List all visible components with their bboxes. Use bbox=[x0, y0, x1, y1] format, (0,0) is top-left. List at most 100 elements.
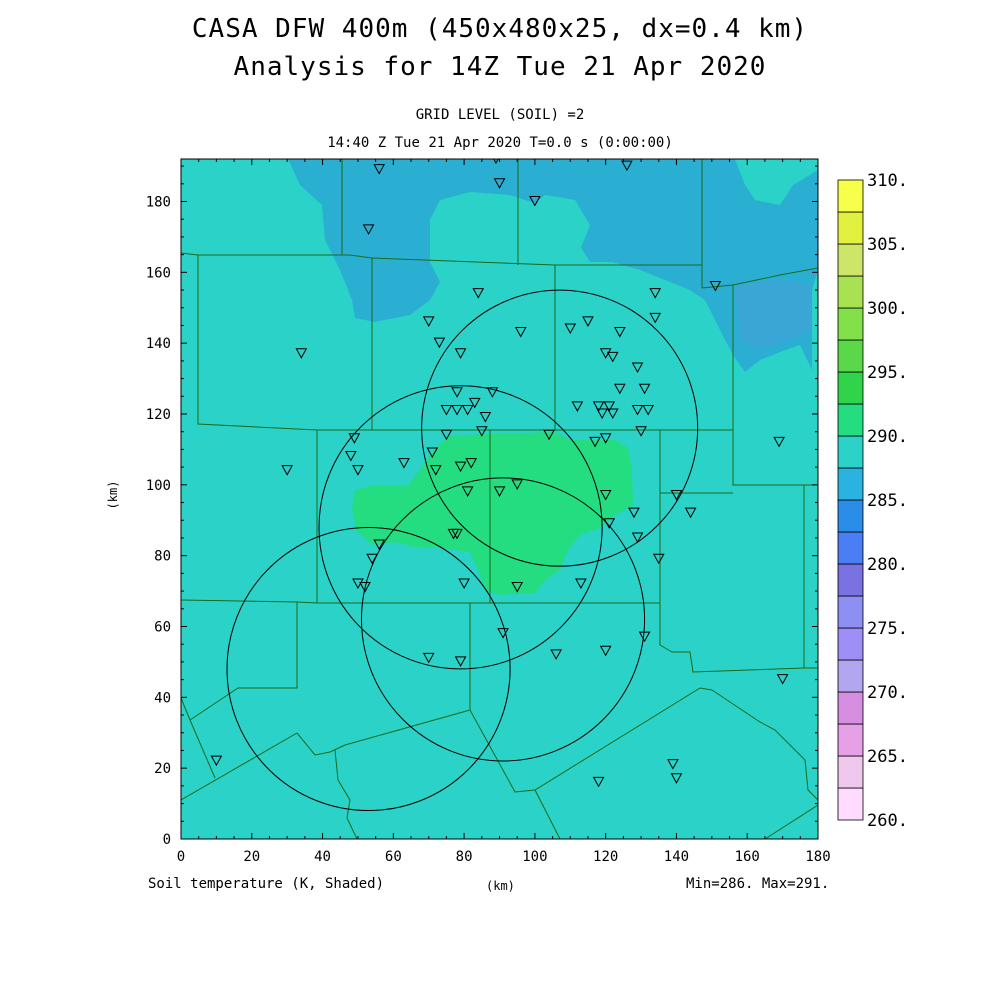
station-marker bbox=[440, 404, 453, 416]
station-marker bbox=[281, 465, 294, 476]
station-marker bbox=[373, 539, 386, 551]
station-marker bbox=[511, 582, 524, 593]
y-tick-label: 100 bbox=[146, 478, 171, 494]
station-marker bbox=[422, 316, 435, 327]
colorbar-label: 265. bbox=[867, 747, 908, 767]
radar-ring bbox=[360, 477, 646, 762]
colorbar-swatch bbox=[837, 563, 864, 597]
radar-range-rings bbox=[226, 289, 699, 812]
station-marker bbox=[348, 433, 361, 444]
colorbar-label: 285. bbox=[867, 491, 908, 511]
station-marker bbox=[613, 327, 626, 338]
grid-level-label: GRID LEVEL (SOIL) =2 bbox=[415, 107, 585, 123]
field-gap-region bbox=[735, 159, 818, 205]
colorbar-swatch bbox=[837, 339, 864, 373]
colorbar-swatch bbox=[837, 211, 864, 245]
x-tick-label: 140 bbox=[664, 849, 689, 865]
station-marker bbox=[589, 436, 601, 448]
station-marker bbox=[642, 404, 654, 416]
x-axis: 0 20 40 60 80 100 120 140 160 180 bbox=[177, 159, 831, 865]
station-marker bbox=[635, 426, 647, 437]
station-marker bbox=[472, 288, 485, 299]
station-marker bbox=[366, 553, 378, 565]
station-marker bbox=[649, 288, 662, 299]
x-axis-label: (km) bbox=[486, 879, 515, 893]
station-marker bbox=[362, 224, 375, 235]
radar-ring bbox=[226, 526, 511, 812]
colorbar-swatch bbox=[837, 659, 864, 693]
station-marker bbox=[440, 429, 453, 441]
colorbar-swatch bbox=[837, 499, 864, 533]
x-tick-label: 120 bbox=[593, 849, 618, 865]
colorbar-swatch bbox=[837, 691, 864, 725]
station-marker bbox=[461, 404, 474, 416]
station-marker bbox=[514, 327, 527, 338]
station-markers bbox=[210, 159, 789, 788]
station-marker bbox=[398, 458, 410, 469]
county-boundaries bbox=[181, 159, 818, 839]
min-max-label: Min=286. Max=291. bbox=[686, 876, 830, 892]
station-marker bbox=[575, 578, 587, 590]
station-marker bbox=[465, 458, 478, 469]
station-marker bbox=[429, 465, 442, 476]
colorbar-swatch bbox=[837, 307, 864, 341]
station-marker bbox=[667, 759, 679, 770]
chart-title-line1: CASA DFW 400m (450x480x25, dx=0.4 km) bbox=[191, 14, 809, 44]
station-marker bbox=[451, 404, 463, 416]
colorbar-label: 260. bbox=[867, 811, 908, 831]
colorbar-swatch bbox=[837, 243, 864, 277]
station-marker bbox=[352, 465, 364, 476]
radar-ring bbox=[421, 289, 699, 567]
y-tick-label: 80 bbox=[154, 549, 171, 565]
colorbar-swatch bbox=[837, 275, 864, 309]
station-marker bbox=[422, 652, 435, 664]
station-marker bbox=[592, 776, 605, 788]
station-marker bbox=[670, 489, 683, 501]
colorbar-swatch bbox=[837, 723, 864, 757]
station-marker bbox=[599, 433, 612, 444]
field-gap-region bbox=[520, 195, 590, 260]
variable-label: Soil temperature (K, Shaded) bbox=[148, 876, 385, 892]
x-tick-label: 40 bbox=[314, 849, 331, 865]
colorbar-swatch bbox=[837, 755, 864, 789]
station-marker bbox=[599, 489, 612, 501]
station-marker bbox=[486, 387, 499, 398]
station-marker bbox=[606, 408, 619, 420]
chart-title-line2: Analysis for 14Z Tue 21 Apr 2020 bbox=[233, 52, 767, 82]
colorbar-swatch bbox=[837, 179, 864, 213]
station-marker bbox=[582, 316, 594, 327]
station-marker bbox=[599, 645, 612, 657]
station-marker bbox=[475, 426, 488, 437]
y-tick-label: 0 bbox=[163, 832, 171, 848]
y-tick-label: 140 bbox=[146, 336, 171, 352]
colorbar-label: 290. bbox=[867, 427, 908, 447]
station-marker bbox=[613, 383, 626, 395]
y-tick-label: 60 bbox=[154, 620, 171, 636]
station-marker bbox=[631, 404, 644, 416]
station-marker bbox=[621, 160, 633, 172]
station-marker bbox=[596, 408, 608, 420]
colorbar-swatch bbox=[837, 403, 864, 437]
station-marker bbox=[603, 401, 616, 412]
x-tick-label: 100 bbox=[522, 849, 547, 865]
colorbar-label: 270. bbox=[867, 683, 908, 703]
station-marker bbox=[454, 656, 467, 667]
station-marker bbox=[773, 436, 785, 448]
x-tick-label: 80 bbox=[456, 849, 473, 865]
station-marker bbox=[529, 196, 541, 207]
station-marker bbox=[543, 429, 555, 441]
station-marker bbox=[373, 164, 386, 175]
colorbar-label: 305. bbox=[867, 235, 908, 255]
station-marker bbox=[426, 447, 439, 458]
station-marker bbox=[638, 383, 651, 395]
station-marker bbox=[571, 401, 584, 412]
x-tick-label: 0 bbox=[177, 849, 185, 865]
station-marker bbox=[454, 348, 467, 359]
station-marker bbox=[511, 479, 524, 490]
station-marker bbox=[461, 486, 474, 497]
station-marker bbox=[652, 553, 665, 565]
shaded-field bbox=[181, 159, 818, 839]
colorbar-swatch bbox=[837, 435, 864, 469]
station-marker bbox=[493, 178, 506, 189]
